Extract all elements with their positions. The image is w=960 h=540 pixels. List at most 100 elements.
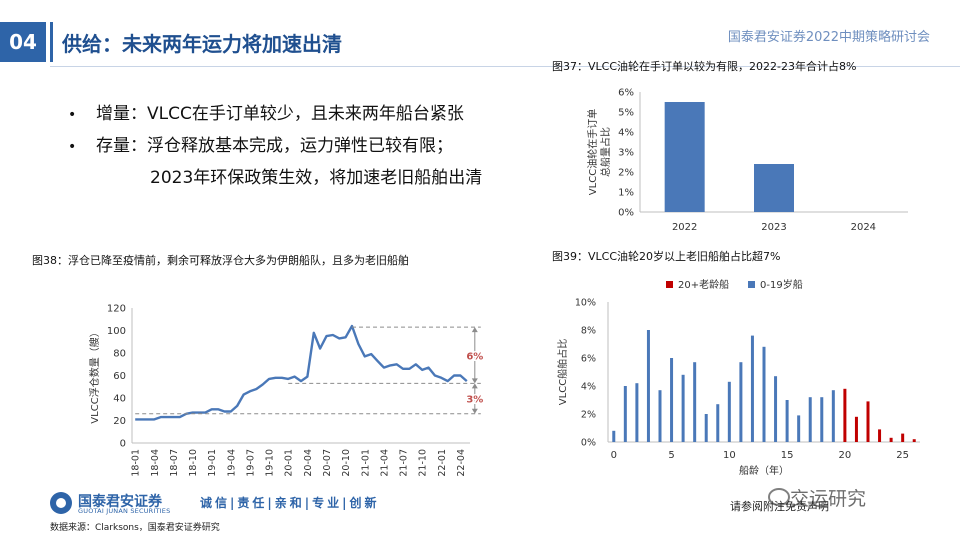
bullet-item: 2023年环保政策生效，将加速老旧船舶出清 — [68, 162, 482, 194]
x-tick-label: 2023 — [761, 222, 786, 233]
bullet-text: 2023年环保政策生效，将加速老旧船舶出清 — [150, 168, 483, 188]
x-tick-label: 18-01 — [131, 449, 142, 477]
bar-age-8 — [704, 414, 708, 442]
fig38-title: 图38：浮仓已降至疫情前，剩余可释放浮仓大多为伊朗船队，且多为老旧船舶 — [32, 254, 409, 267]
y-axis-label: VLCC浮仓数量（艘） — [88, 327, 101, 423]
x-tick-label: 18-10 — [188, 449, 199, 477]
legend-label-young: 0-19岁船 — [760, 278, 803, 291]
y-tick-label: 3% — [618, 148, 634, 159]
data-source-note: 数据来源：Clarksons，国泰君安证券研究 — [50, 523, 220, 533]
bar-age-19 — [831, 390, 835, 442]
bar-age-1 — [623, 386, 627, 442]
bar-age-11 — [739, 362, 743, 442]
bar-age-10 — [727, 381, 731, 442]
y-tick-label: 0% — [581, 438, 596, 449]
bullet-item: • 存量：浮仓释放基本完成，运力弹性已较有限； — [68, 130, 482, 162]
annotation-label: 6% — [466, 351, 483, 362]
x-tick-label: 20-01 — [284, 449, 295, 477]
footer-brand-en: GUOTAI JUNAN SECURITIES — [78, 507, 171, 515]
x-tick-label: 20-04 — [303, 449, 314, 477]
x-tick-label: 22-01 — [437, 449, 448, 477]
x-tick-label: 18-07 — [169, 449, 180, 477]
header-divider — [50, 66, 960, 67]
y-tick-label: 4% — [618, 128, 634, 139]
footer-slogan: 诚信|责任|亲和|专业|创新 — [200, 496, 380, 510]
annotation-arrow-6pct-head-top — [471, 327, 478, 333]
fig39-title: 图39：VLCC油轮20岁以上老旧船舶占比超7% — [552, 250, 781, 263]
bullet-marker: • — [68, 107, 77, 123]
x-tick-label: 22-04 — [456, 449, 467, 477]
bar-age-25 — [901, 433, 905, 442]
x-tick-label: 18-04 — [150, 449, 161, 477]
y-tick-label: 60 — [113, 371, 126, 382]
y-tick-label: 10% — [575, 298, 596, 309]
y-tick-label: 0 — [120, 439, 126, 450]
bar-2022 — [664, 102, 705, 212]
x-tick-label: 19-10 — [265, 449, 276, 477]
bar-age-5 — [670, 358, 674, 442]
y-tick-label: 8% — [581, 326, 596, 337]
bar-age-22 — [866, 401, 870, 442]
bar-age-18 — [820, 397, 824, 442]
y-tick-label: 1% — [618, 188, 634, 199]
x-tick-label: 5 — [668, 450, 674, 461]
y-tick-label: 5% — [618, 108, 634, 119]
brand-logo-icon — [50, 492, 72, 514]
bar-age-14 — [774, 376, 778, 442]
x-tick-label: 21-04 — [379, 449, 390, 477]
y-axis-label: VLCC船舶占比 — [556, 339, 569, 405]
x-tick-label: 21-10 — [418, 449, 429, 477]
y-axis-label-line: VLCC油轮在手订单 — [586, 109, 599, 195]
bullet-item: • 增量：VLCC在手订单较少，且未来两年船台紧张 — [68, 98, 482, 130]
annotation-label: 3% — [466, 395, 483, 406]
conference-title: 国泰君安证券2022中期策略研讨会 — [727, 30, 930, 45]
legend-swatch-old — [666, 281, 673, 288]
bar-age-9 — [716, 404, 720, 442]
floating-storage-line — [135, 324, 468, 421]
y-axis-label: VLCC油轮在手订单 总船量占比 — [586, 109, 612, 195]
bullet-text: 增量：VLCC在手订单较少，且未来两年船台紧张 — [96, 104, 464, 124]
x-tick-label: 20 — [839, 450, 852, 461]
x-tick-label: 19-07 — [245, 449, 256, 477]
bar-age-6 — [681, 374, 685, 442]
bullet-list: • 增量：VLCC在手订单较少，且未来两年船台紧张 • 存量：浮仓释放基本完成，运力… — [68, 98, 482, 194]
x-tick-label: 21-07 — [399, 449, 410, 477]
fig37-chart: 0% 1% 2% 3% 4% 5% 6% 2022 2023 2024 VLCC油轮在手订单 总船量占… — [586, 88, 908, 233]
legend-label-old: 20+老龄船 — [678, 278, 729, 291]
bar-age-23 — [878, 429, 882, 442]
bar-age-4 — [658, 390, 662, 442]
x-tick-label: 19-01 — [207, 449, 218, 477]
y-tick-label: 120 — [107, 304, 126, 315]
watermark: 交运研究 — [790, 488, 867, 510]
legend-swatch-young — [748, 281, 755, 288]
y-axis-label-line: 总船量占比 — [599, 127, 612, 177]
bar-age-2 — [635, 383, 639, 442]
bar-age-21 — [854, 416, 858, 442]
y-tick-label: 6% — [581, 354, 596, 365]
annotation-arrow-3pct-head-top — [471, 383, 478, 389]
fig39-chart: 0% 2% 4% 6% 8% 10% 0 5 10 15 20 25 20+老龄船 0-19岁船船龄（年）… — [556, 278, 920, 477]
bar-age-3 — [646, 330, 650, 442]
section-number-badge: 04 — [0, 22, 46, 62]
annotation-arrow-6pct-head-bottom — [471, 378, 478, 384]
x-tick-label: 20-10 — [341, 449, 352, 477]
bar-age-26 — [912, 439, 916, 442]
bullet-text: 存量：浮仓释放基本完成，运力弹性已较有限； — [96, 136, 453, 156]
x-tick-label: 19-04 — [226, 449, 237, 477]
x-tick-label: 21-01 — [360, 449, 371, 477]
x-tick-label: 10 — [723, 450, 736, 461]
bar-2023 — [754, 164, 794, 212]
x-tick-label: 2022 — [672, 222, 697, 233]
y-tick-label: 0% — [618, 208, 634, 219]
fig38-chart: 0 20 40 60 80 100 120 18-01 18-04 18-07 18-10 19-01… — [88, 304, 485, 477]
y-tick-label: 100 — [107, 326, 126, 337]
bar-age-16 — [797, 415, 801, 442]
bar-age-13 — [762, 346, 766, 442]
x-axis-label: 船龄（年） — [739, 464, 789, 477]
annotation-arrow-3pct-head-bottom — [471, 408, 478, 414]
bar-age-7 — [693, 362, 697, 442]
y-tick-label: 6% — [618, 88, 634, 99]
y-tick-label: 40 — [113, 394, 126, 405]
y-tick-label: 80 — [113, 349, 126, 360]
bar-age-17 — [808, 397, 812, 442]
